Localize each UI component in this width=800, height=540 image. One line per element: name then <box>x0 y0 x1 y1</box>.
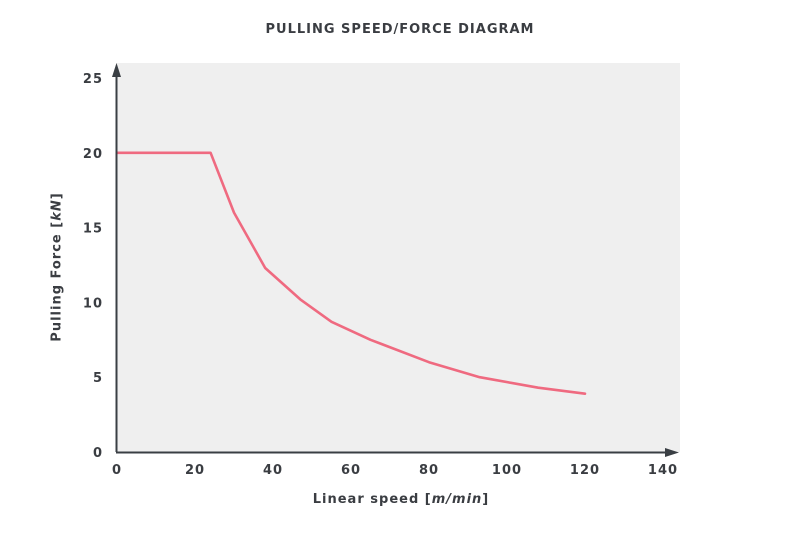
x-axis-label-text: Linear speed [ <box>312 492 432 507</box>
x-tick-label: 0 <box>112 463 122 478</box>
y-tick-label: 5 <box>93 371 103 386</box>
y-axis-ticks: 0 5 10 15 20 25 <box>83 72 103 461</box>
x-axis-label-suffix: ] <box>482 492 490 507</box>
y-axis-label-unit: kN <box>49 199 65 221</box>
x-tick-label: 80 <box>419 463 439 478</box>
x-axis-label-unit: m/min <box>431 492 483 507</box>
y-tick-label: 20 <box>83 147 103 162</box>
x-axis-label: Linear speed [m/min] <box>0 492 800 507</box>
y-tick-label: 15 <box>83 222 103 237</box>
y-tick-label: 25 <box>83 72 103 87</box>
force-curve-line <box>115 151 587 396</box>
x-tick-label: 120 <box>570 463 600 478</box>
x-axis-arrow-icon <box>665 448 679 457</box>
x-tick-label: 40 <box>263 463 283 478</box>
y-axis-label-text: Pulling Force [ <box>49 220 65 342</box>
y-tick-label: 10 <box>83 296 103 311</box>
y-tick-label: 0 <box>93 446 103 461</box>
x-tick-label: 20 <box>185 463 205 478</box>
x-tick-label: 60 <box>341 463 361 478</box>
plot-background <box>116 63 680 452</box>
y-axis-arrow-icon <box>112 63 121 77</box>
y-axis-label: Pulling Force [kN] <box>50 192 65 341</box>
x-tick-label: 140 <box>648 463 678 478</box>
y-axis-label-suffix: ] <box>49 192 65 200</box>
chart-title: PULLING SPEED/FORCE DIAGRAM <box>265 22 535 37</box>
x-tick-label: 100 <box>492 463 522 478</box>
x-axis-ticks: 0 20 40 60 80 100 120 140 <box>112 463 678 478</box>
